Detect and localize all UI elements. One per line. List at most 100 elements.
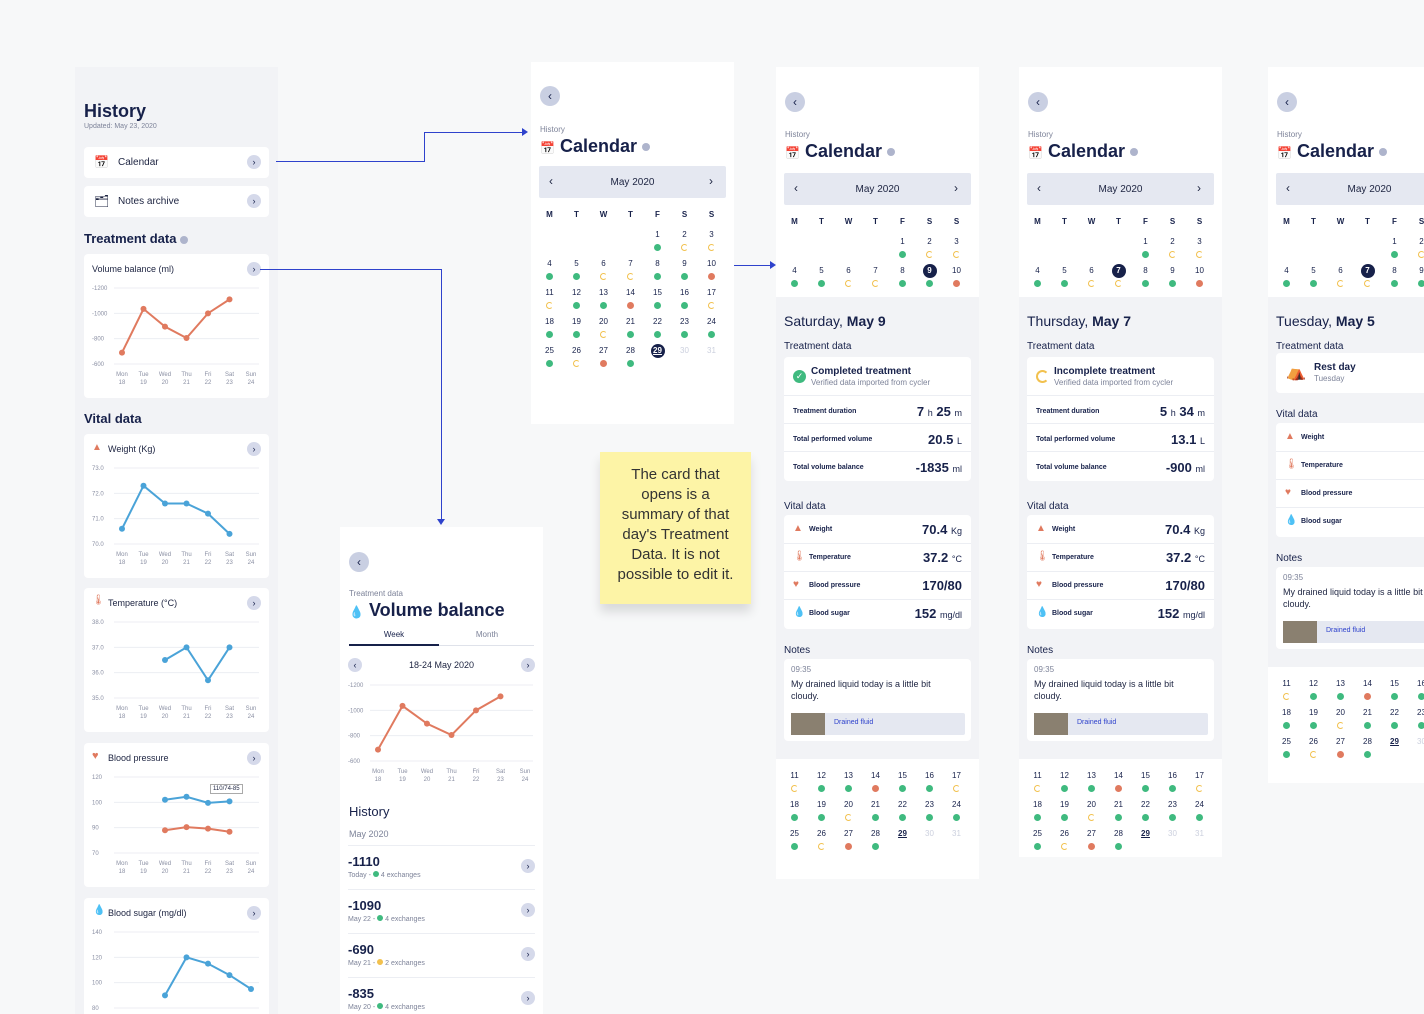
temperature-chart-card[interactable]: 🌡 Temperature (°C) › 38.0 37.0 36.0 35.0 Mon… bbox=[84, 588, 269, 732]
calendar-day[interactable]: 5 bbox=[1051, 264, 1078, 293]
calendar-day[interactable]: 21 bbox=[862, 798, 889, 827]
calendar-day[interactable]: 16 bbox=[1159, 769, 1186, 798]
calendar-day[interactable]: 24 bbox=[698, 315, 725, 344]
data-point[interactable] bbox=[205, 510, 211, 517]
back-button[interactable]: ‹ bbox=[540, 86, 560, 106]
treatment-card[interactable]: ✓ Completed treatment Verified data impo… bbox=[784, 357, 971, 481]
chevron-right-icon[interactable]: › bbox=[521, 991, 535, 1005]
weight-chart-card[interactable]: ▲ Weight (Kg) › 73.0 72.0 71.0 70.0 Mon 18 Tue… bbox=[84, 434, 269, 578]
tab-month[interactable]: Month bbox=[475, 630, 499, 639]
calendar-day[interactable]: 29 bbox=[1390, 737, 1399, 746]
calendar-day[interactable]: 10 bbox=[943, 264, 970, 293]
blood-pressure-chart-card[interactable]: ♥ Blood pressure › 120 100 90 70 Mon 18 Tue 19 W… bbox=[84, 743, 269, 887]
back-button[interactable]: ‹ bbox=[785, 92, 805, 112]
calendar-day[interactable]: 22 bbox=[1132, 798, 1159, 827]
calendar-day[interactable]: 4 bbox=[781, 264, 808, 293]
calendar-day[interactable]: 5 bbox=[1300, 264, 1327, 293]
back-button[interactable]: ‹ bbox=[1277, 92, 1297, 112]
note-attachment[interactable]: Drained fluid bbox=[1034, 713, 1208, 735]
history-entry[interactable]: -835 May 20 - 4 exchanges › bbox=[340, 977, 543, 1014]
calendar-day[interactable]: 18 bbox=[1273, 706, 1300, 735]
calendar-day[interactable]: 1 bbox=[889, 235, 916, 264]
data-point[interactable] bbox=[162, 992, 168, 999]
history-entry[interactable]: -1090 May 22 - 4 exchanges › bbox=[340, 889, 543, 933]
data-point[interactable] bbox=[140, 305, 147, 312]
data-point[interactable] bbox=[183, 793, 190, 800]
data-point[interactable] bbox=[183, 644, 190, 651]
data-point[interactable] bbox=[205, 960, 211, 967]
calendar-day[interactable]: 2 bbox=[916, 235, 943, 264]
prev-month-button[interactable]: ‹ bbox=[1037, 181, 1041, 195]
calendar-day[interactable]: 16 bbox=[1408, 677, 1424, 706]
calendar-day[interactable]: 30 bbox=[680, 346, 689, 355]
calendar-day[interactable]: 13 bbox=[1327, 677, 1354, 706]
calendar-day[interactable]: 9 bbox=[916, 264, 943, 293]
calendar-day[interactable]: 25 bbox=[1024, 827, 1051, 856]
calendar-day[interactable]: 10 bbox=[698, 257, 725, 286]
calendar-day[interactable]: 2 bbox=[1408, 235, 1424, 264]
calendar-day[interactable]: 29 bbox=[644, 344, 671, 373]
chevron-right-icon[interactable]: › bbox=[247, 751, 261, 765]
data-point[interactable] bbox=[183, 335, 190, 342]
calendar-day[interactable]: 6 bbox=[835, 264, 862, 293]
calendar-day[interactable]: 7 bbox=[1354, 264, 1381, 293]
calendar-day[interactable]: 20 bbox=[590, 315, 617, 344]
calendar-day[interactable]: 26 bbox=[563, 344, 590, 373]
data-point[interactable] bbox=[162, 657, 168, 663]
chevron-right-icon[interactable]: › bbox=[247, 906, 261, 920]
data-point[interactable] bbox=[424, 720, 430, 727]
calendar-day[interactable]: 26 bbox=[1051, 827, 1078, 856]
calendar-day[interactable]: 12 bbox=[1300, 677, 1327, 706]
calendar-day[interactable]: 18 bbox=[1024, 798, 1051, 827]
calendar-day[interactable]: 14 bbox=[617, 286, 644, 315]
back-button[interactable]: ‹ bbox=[349, 552, 369, 572]
calendar-day[interactable]: 15 bbox=[1132, 769, 1159, 798]
calendar-day[interactable]: 19 bbox=[563, 315, 590, 344]
data-point[interactable] bbox=[162, 796, 168, 803]
data-point[interactable] bbox=[162, 500, 168, 507]
calendar-day[interactable]: 23 bbox=[1408, 706, 1424, 735]
calendar-day[interactable]: 25 bbox=[1273, 735, 1300, 764]
data-point[interactable] bbox=[205, 799, 211, 806]
chevron-right-icon[interactable]: › bbox=[247, 155, 261, 169]
data-point[interactable] bbox=[183, 500, 190, 507]
vitals-card[interactable]: ▲ Weight 70 🌡 Temperature 37 ♥ Blood pre… bbox=[1276, 423, 1424, 537]
calendar-day[interactable]: 27 bbox=[1327, 735, 1354, 764]
calendar-day[interactable]: 9 bbox=[671, 257, 698, 286]
calendar-day[interactable]: 12 bbox=[808, 769, 835, 798]
rest-day-card[interactable]: ⛺ Rest day Tuesday bbox=[1276, 353, 1424, 393]
note-card[interactable]: 09:35 My drained liquid today is a littl… bbox=[1276, 567, 1424, 649]
calendar-day[interactable]: 1 bbox=[1132, 235, 1159, 264]
data-point[interactable] bbox=[473, 707, 479, 714]
calendar-day[interactable]: 9 bbox=[1408, 264, 1424, 293]
calendar-day[interactable]: 3 bbox=[698, 228, 725, 257]
calendar-day[interactable]: 10 bbox=[1186, 264, 1213, 293]
calendar-day[interactable]: 1 bbox=[1381, 235, 1408, 264]
calendar-day[interactable]: 28 bbox=[1105, 827, 1132, 856]
data-point[interactable] bbox=[226, 644, 233, 651]
calendar-day[interactable]: 27 bbox=[1078, 827, 1105, 856]
calendar-day[interactable]: 11 bbox=[1024, 769, 1051, 798]
tab-week[interactable]: Week bbox=[383, 630, 405, 639]
calendar-day[interactable]: 14 bbox=[1354, 677, 1381, 706]
data-point[interactable] bbox=[119, 349, 125, 356]
chevron-right-icon[interactable]: › bbox=[521, 859, 535, 873]
calendar-day[interactable]: 28 bbox=[862, 827, 889, 856]
calendar-day[interactable]: 6 bbox=[1078, 264, 1105, 293]
calendar-day[interactable]: 16 bbox=[671, 286, 698, 315]
chevron-right-icon[interactable]: › bbox=[521, 903, 535, 917]
chevron-right-icon[interactable]: › bbox=[247, 262, 261, 276]
calendar-link[interactable]: 📅 Calendar › bbox=[84, 147, 269, 178]
calendar-day[interactable]: 21 bbox=[617, 315, 644, 344]
calendar-day[interactable]: 20 bbox=[1078, 798, 1105, 827]
calendar-day[interactable]: 8 bbox=[644, 257, 671, 286]
data-point[interactable] bbox=[205, 677, 211, 684]
chevron-right-icon[interactable]: › bbox=[521, 947, 535, 961]
calendar-day[interactable]: 24 bbox=[1186, 798, 1213, 827]
calendar-day[interactable]: 17 bbox=[943, 769, 970, 798]
calendar-day[interactable]: 17 bbox=[698, 286, 725, 315]
calendar-day[interactable]: 4 bbox=[1273, 264, 1300, 293]
calendar-day[interactable]: 30 bbox=[1168, 829, 1177, 838]
vitals-card[interactable]: ▲ Weight 70.4 Kg 🌡 Temperature 37.2 °C ♥ B… bbox=[784, 515, 971, 629]
calendar-day[interactable]: 27 bbox=[590, 344, 617, 373]
